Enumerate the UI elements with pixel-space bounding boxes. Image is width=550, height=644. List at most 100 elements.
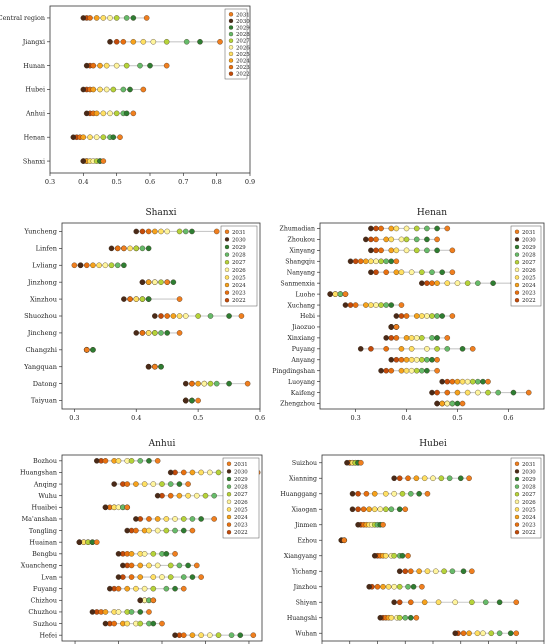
data-point-2031 xyxy=(150,597,157,604)
data-point-2026 xyxy=(93,134,100,140)
data-point-2029 xyxy=(237,632,244,638)
data-point-2024 xyxy=(393,269,400,276)
data-point-2026 xyxy=(159,574,165,580)
data-point-2025 xyxy=(398,269,405,276)
legend-label: 2028 xyxy=(232,253,246,259)
data-point-2029 xyxy=(185,562,191,569)
data-point-2027 xyxy=(163,527,170,534)
legend-label: 2022 xyxy=(234,530,248,536)
data-point-2030 xyxy=(182,380,189,387)
data-point-2025 xyxy=(141,481,148,487)
data-point-2023 xyxy=(127,296,133,302)
data-point-2030 xyxy=(378,367,384,374)
data-point-2027 xyxy=(488,630,495,637)
data-point-2031 xyxy=(434,367,440,374)
data-point-2025 xyxy=(383,552,389,559)
data-point-2030 xyxy=(439,378,445,385)
data-point-2024 xyxy=(363,258,369,265)
data-point-2031 xyxy=(449,313,456,319)
legend-marker xyxy=(514,267,520,272)
data-point-2023 xyxy=(128,574,135,580)
data-point-2024 xyxy=(434,280,440,286)
data-point-2027 xyxy=(158,279,164,285)
data-point-2030 xyxy=(80,86,87,93)
data-point-2031 xyxy=(393,324,400,330)
data-point-2027 xyxy=(150,551,157,557)
data-point-2030 xyxy=(357,346,364,352)
data-point-2029 xyxy=(176,481,183,487)
data-point-2023 xyxy=(124,481,130,487)
data-point-2024 xyxy=(189,469,196,476)
data-point-2026 xyxy=(373,258,379,265)
data-point-2031 xyxy=(195,397,201,404)
data-point-2031 xyxy=(189,527,196,534)
data-point-2026 xyxy=(113,62,120,69)
data-point-2030 xyxy=(368,247,374,254)
legend-label: 2031 xyxy=(232,230,246,236)
category-label: Luoyang xyxy=(288,379,315,386)
data-point-2028 xyxy=(213,380,220,387)
data-point-2031 xyxy=(444,335,451,341)
legend-label: 2024 xyxy=(236,59,250,65)
category-label: Shuozhou xyxy=(24,312,57,320)
x-tick-label: 0.5 xyxy=(452,414,462,422)
legend-marker xyxy=(514,499,520,504)
legend-label: 2029 xyxy=(522,477,536,483)
data-point-2022 xyxy=(396,475,403,482)
legend-label: 2031 xyxy=(236,12,250,18)
data-point-2025 xyxy=(176,313,183,319)
data-point-2026 xyxy=(424,313,430,319)
data-point-2027 xyxy=(429,313,435,319)
data-point-2027 xyxy=(485,389,491,396)
data-point-2024 xyxy=(154,516,161,522)
legend-label: 2029 xyxy=(522,245,536,251)
data-point-2030 xyxy=(349,490,356,497)
data-point-2029 xyxy=(226,313,232,319)
data-point-2028 xyxy=(337,291,344,297)
data-point-2024 xyxy=(152,228,158,235)
data-point-2027 xyxy=(469,599,475,606)
x-tick-label: 0.6 xyxy=(145,178,155,186)
data-point-2030 xyxy=(393,313,400,319)
data-point-2026 xyxy=(152,279,158,285)
legend-marker xyxy=(226,499,232,504)
data-point-2025 xyxy=(371,506,378,513)
data-point-2027 xyxy=(413,247,420,254)
legend-marker xyxy=(224,282,230,288)
data-point-2024 xyxy=(416,568,422,575)
data-point-2028 xyxy=(444,346,451,352)
category-label: Huaibei xyxy=(32,504,57,512)
data-point-2026 xyxy=(377,506,384,513)
data-point-2022 xyxy=(393,356,400,363)
data-point-2022 xyxy=(347,302,354,308)
data-point-2029 xyxy=(480,378,486,385)
data-point-2022 xyxy=(388,335,395,341)
data-point-2030 xyxy=(388,324,395,330)
category-label: Shanxi xyxy=(23,157,45,165)
x-tick-label: 0.3 xyxy=(350,414,360,422)
data-point-2029 xyxy=(145,245,152,252)
legend-label: 2029 xyxy=(234,477,248,483)
data-point-2031 xyxy=(159,620,165,627)
data-point-2031 xyxy=(238,313,245,319)
data-point-2024 xyxy=(371,490,378,497)
data-point-2030 xyxy=(94,458,100,464)
category-label: Pingdingshan xyxy=(272,368,315,375)
data-point-2026 xyxy=(432,568,439,575)
legend-marker xyxy=(514,252,520,257)
data-point-2023 xyxy=(383,346,389,352)
data-point-2027 xyxy=(128,458,135,464)
category-label: Hefei xyxy=(39,631,57,639)
data-point-2029 xyxy=(410,583,417,590)
data-point-2024 xyxy=(454,389,461,396)
data-point-2031 xyxy=(152,363,158,370)
data-point-2027 xyxy=(110,86,117,93)
data-point-2030 xyxy=(344,459,350,466)
data-point-2031 xyxy=(444,225,451,232)
legend-marker xyxy=(514,237,520,242)
legend-marker xyxy=(226,514,232,520)
data-point-2023 xyxy=(111,620,117,627)
plot-frame xyxy=(321,454,545,642)
data-point-2026 xyxy=(398,236,405,243)
data-point-2030 xyxy=(120,562,126,569)
